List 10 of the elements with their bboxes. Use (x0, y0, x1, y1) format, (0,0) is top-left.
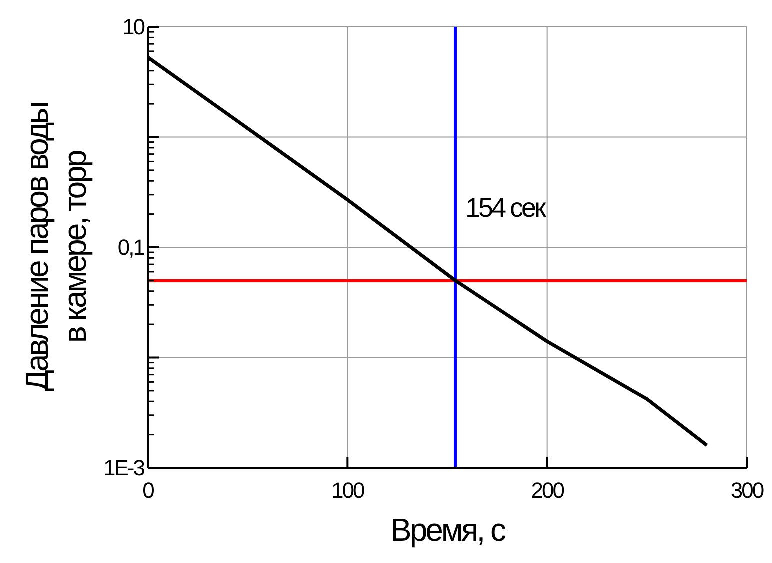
y-tick-label: 1E-3 (104, 456, 146, 481)
y-tick-label: 10 (122, 14, 146, 40)
x-axis-title: Время, с (390, 512, 507, 548)
x-tick-label: 100 (332, 478, 366, 503)
y-axis-title: Давление паров воды в камере, торр (19, 103, 93, 392)
ref-line-label: 154 сек (465, 193, 547, 223)
x-tick-label: 200 (531, 478, 565, 503)
x-tick-label: 0 (142, 478, 155, 503)
y-tick-label: 0,1 (118, 235, 146, 260)
x-tick-label: 300 (730, 478, 764, 503)
